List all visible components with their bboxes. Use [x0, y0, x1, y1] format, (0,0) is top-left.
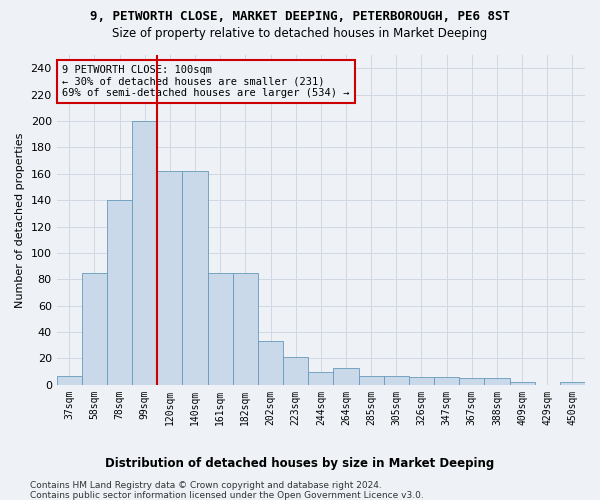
Bar: [459, 378, 484, 385]
Bar: [258, 342, 283, 385]
Bar: [434, 377, 459, 385]
Bar: [484, 378, 509, 385]
Bar: [560, 382, 585, 385]
Text: Contains HM Land Registry data © Crown copyright and database right 2024.: Contains HM Land Registry data © Crown c…: [30, 481, 382, 490]
Bar: [308, 372, 334, 385]
Text: Distribution of detached houses by size in Market Deeping: Distribution of detached houses by size …: [106, 458, 494, 470]
Text: 9, PETWORTH CLOSE, MARKET DEEPING, PETERBOROUGH, PE6 8ST: 9, PETWORTH CLOSE, MARKET DEEPING, PETER…: [90, 10, 510, 23]
Bar: [82, 272, 107, 385]
Bar: [157, 171, 182, 385]
Bar: [384, 376, 409, 385]
Bar: [334, 368, 359, 385]
Y-axis label: Number of detached properties: Number of detached properties: [15, 132, 25, 308]
Bar: [283, 357, 308, 385]
Bar: [107, 200, 132, 385]
Bar: [359, 376, 384, 385]
Bar: [409, 377, 434, 385]
Bar: [132, 121, 157, 385]
Text: 9 PETWORTH CLOSE: 100sqm
← 30% of detached houses are smaller (231)
69% of semi-: 9 PETWORTH CLOSE: 100sqm ← 30% of detach…: [62, 65, 349, 98]
Bar: [233, 272, 258, 385]
Bar: [182, 171, 208, 385]
Text: Size of property relative to detached houses in Market Deeping: Size of property relative to detached ho…: [112, 28, 488, 40]
Bar: [509, 382, 535, 385]
Text: Contains public sector information licensed under the Open Government Licence v3: Contains public sector information licen…: [30, 491, 424, 500]
Bar: [208, 272, 233, 385]
Bar: [56, 376, 82, 385]
